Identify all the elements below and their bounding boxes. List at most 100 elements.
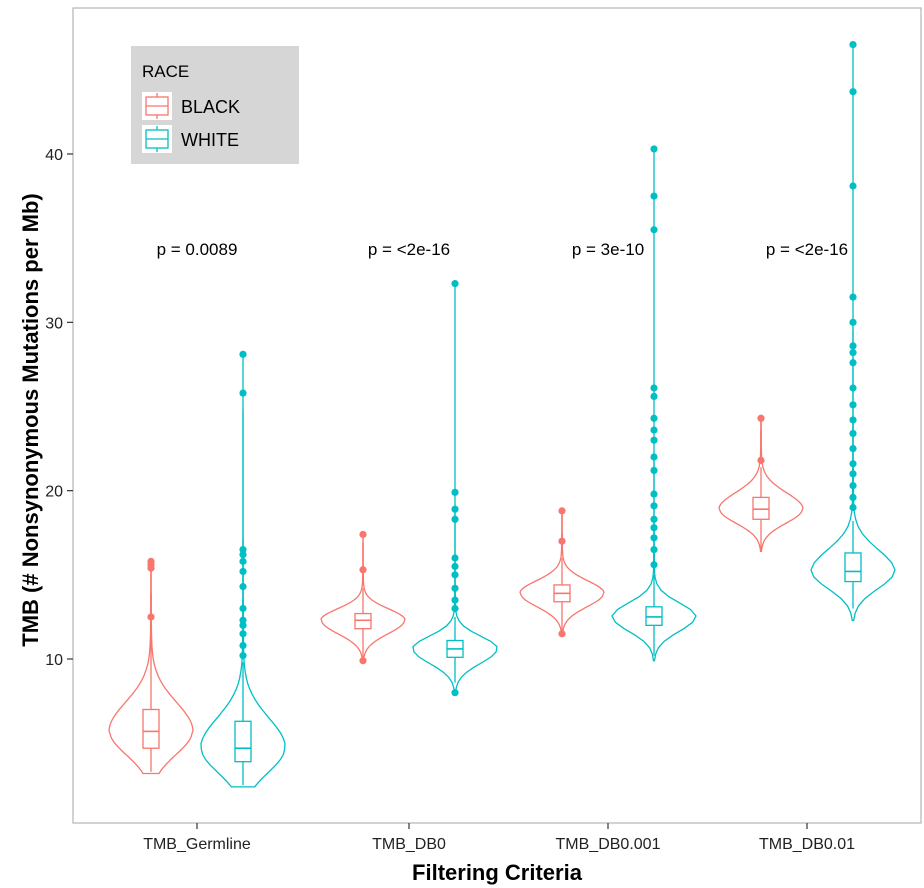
legend-key-white: [142, 125, 172, 153]
outlier-point: [451, 280, 459, 288]
outlier-point: [650, 490, 658, 498]
outlier-point: [849, 416, 857, 424]
y-tick-label: 10: [45, 652, 63, 669]
outlier-point: [849, 318, 857, 326]
outlier-point: [650, 384, 658, 392]
outlier-point: [849, 40, 857, 49]
outlier-point: [849, 503, 857, 512]
outlier-point: [239, 630, 247, 638]
outlier-point: [239, 389, 247, 397]
outlier-point: [451, 554, 459, 562]
outlier-point: [558, 507, 566, 515]
outlier-point: [239, 567, 247, 576]
outlier-point: [451, 488, 459, 496]
outlier-point: [451, 604, 459, 613]
outlier-point: [451, 562, 459, 571]
outlier-point: [239, 557, 247, 565]
box-black-1: [142, 708, 160, 749]
outlier-point: [849, 342, 857, 350]
outlier-point: [650, 545, 658, 554]
outlier-point: [239, 652, 247, 660]
outlier-point: [849, 401, 857, 409]
outlier-point: [849, 460, 857, 468]
outlier-point: [239, 604, 247, 613]
x-axis: TMB_Germline TMB_DB0 TMB_DB0.001 TMB_DB0.01: [143, 823, 855, 853]
outlier-point: [650, 466, 658, 475]
outlier-point: [849, 182, 857, 190]
p-value-label: p = <2e-16: [766, 240, 848, 259]
outlier-point: [757, 414, 765, 422]
outlier-point: [239, 641, 247, 650]
outlier-point: [558, 630, 566, 638]
legend-key-black: [142, 92, 172, 120]
outlier-point: [451, 584, 459, 592]
outlier-point: [650, 414, 658, 422]
outlier-point: [650, 502, 658, 510]
p-value-label: p = 3e-10: [572, 240, 644, 259]
box-white-3: [645, 606, 663, 626]
outlier-layer: [147, 40, 857, 697]
box-white-1: [234, 720, 252, 763]
outlier-point: [849, 293, 857, 301]
outlier-point: [239, 583, 247, 591]
outlier-point: [650, 436, 658, 444]
outlier-point: [650, 453, 658, 461]
outlier-point: [650, 226, 658, 234]
legend: RACE BLACK WHITE: [131, 46, 299, 164]
outlier-point: [147, 557, 155, 565]
outlier-point: [359, 657, 367, 665]
outlier-point: [239, 545, 247, 554]
x-axis-title: Filtering Criteria: [412, 860, 583, 885]
outlier-point: [359, 566, 367, 574]
boxplot-layer: [142, 467, 862, 786]
legend-title: RACE: [142, 62, 189, 81]
box-black-2: [354, 612, 372, 630]
outlier-point: [849, 482, 857, 490]
outlier-point: [849, 493, 857, 501]
x-tick-label: TMB_DB0.001: [556, 836, 661, 853]
y-axis-title: TMB (# Nonsynonymous Mutations per Mb): [18, 193, 43, 646]
y-tick-label: 40: [45, 147, 63, 164]
outlier-point: [451, 505, 459, 513]
outlier-point: [849, 88, 857, 96]
outlier-point: [451, 571, 459, 579]
outlier-point: [451, 689, 459, 697]
p-value-label: p = 0.0089: [157, 240, 238, 259]
outlier-point: [558, 537, 566, 545]
outlier-point: [147, 613, 155, 621]
outlier-point: [650, 524, 658, 532]
outlier-point: [239, 616, 247, 624]
outlier-point: [451, 515, 459, 523]
legend-label-black: BLACK: [181, 97, 240, 117]
x-tick-label: TMB_Germline: [143, 836, 251, 853]
outlier-point: [849, 384, 857, 392]
outlier-point: [757, 456, 765, 464]
p-value-annotations: p = 0.0089 p = <2e-16 p = 3e-10 p = <2e-16: [157, 240, 849, 259]
outlier-point: [650, 561, 658, 569]
outlier-point: [650, 534, 658, 542]
y-tick-label: 30: [45, 315, 63, 332]
x-tick-label: TMB_DB0.01: [759, 836, 855, 853]
box-black-4: [752, 496, 770, 520]
outlier-point: [849, 444, 857, 453]
outlier-point: [650, 426, 658, 434]
outlier-point: [650, 392, 658, 400]
legend-items: BLACK WHITE: [142, 92, 240, 153]
outlier-point: [239, 551, 247, 559]
outlier-point: [849, 429, 857, 438]
outlier-point: [650, 192, 658, 200]
p-value-label: p = <2e-16: [368, 240, 450, 259]
outlier-point: [239, 621, 247, 629]
legend-label-white: WHITE: [181, 130, 239, 150]
outlier-point: [451, 596, 459, 604]
outlier-point: [239, 350, 247, 358]
outlier-point: [849, 349, 857, 357]
box-white-4: [844, 552, 862, 583]
outlier-point: [849, 470, 857, 478]
outlier-point: [650, 145, 658, 153]
x-tick-label: TMB_DB0: [372, 836, 446, 853]
outlier-point: [359, 530, 367, 539]
y-tick-label: 20: [45, 484, 63, 501]
outlier-point: [849, 359, 857, 367]
